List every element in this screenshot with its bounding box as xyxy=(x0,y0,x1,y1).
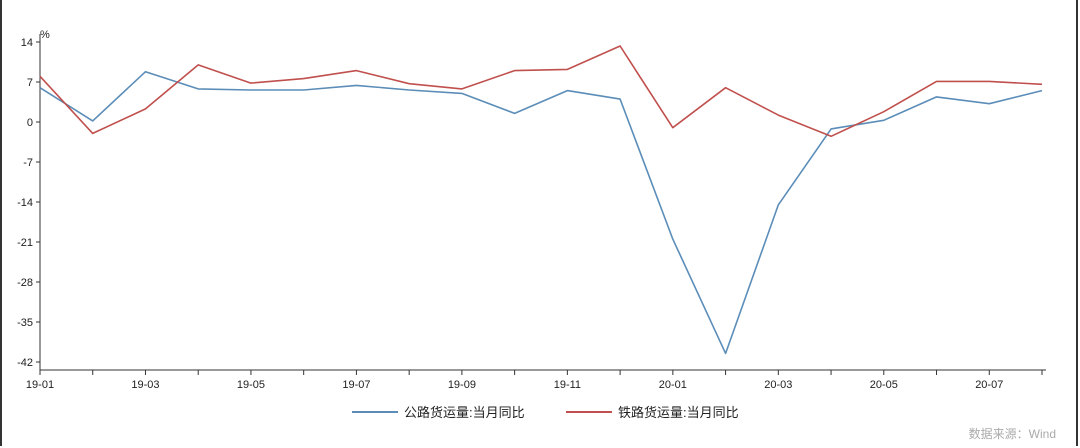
y-tick-label: 7 xyxy=(27,77,33,89)
y-tick-label: -35 xyxy=(17,317,33,329)
series-line-1 xyxy=(39,70,1043,355)
legend-swatch-series-1 xyxy=(352,410,398,413)
y-tick-label: -42 xyxy=(17,357,33,369)
line-chart: 14 7 0 -7 -14 -21 -28 -35 -42 19-01 19-03 19-05 19-0… xyxy=(17,29,1046,391)
x-tick-label: 19-01 xyxy=(26,379,54,391)
y-tick-label: -21 xyxy=(17,237,33,249)
series-lines xyxy=(39,45,1043,355)
legend-swatch-series-2 xyxy=(566,410,612,413)
legend-label-series-1: 公路货运量:当月同比 xyxy=(404,405,525,420)
y-tick-label: -7 xyxy=(23,157,33,169)
data-source-note: 数据来源：Wind xyxy=(968,427,1056,441)
x-tick-label: 19-09 xyxy=(448,379,476,391)
y-tick-label: 14 xyxy=(21,37,33,49)
y-tick-label: -28 xyxy=(17,277,33,289)
tick-labels: 14 7 0 -7 -14 -21 -28 -35 -42 19-01 19-03 19-05 19-0… xyxy=(17,37,1003,391)
x-tick-label: 19-11 xyxy=(554,379,581,391)
y-tick-label: -14 xyxy=(17,197,33,209)
x-tick-label: 19-03 xyxy=(131,379,159,391)
legend-item-series-1: 公路货运量:当月同比 xyxy=(352,402,525,421)
y-axis-label: % xyxy=(40,29,50,41)
x-tick-label: 19-07 xyxy=(342,379,370,391)
x-tick-label: 20-03 xyxy=(764,379,792,391)
axes xyxy=(36,34,1046,375)
x-tick-label: 20-05 xyxy=(870,379,898,391)
legend-item-series-2: 铁路货运量:当月同比 xyxy=(566,402,739,421)
legend-label-series-2: 铁路货运量:当月同比 xyxy=(618,405,739,420)
y-tick-label: 0 xyxy=(27,117,33,129)
series-line-2 xyxy=(39,45,1043,138)
x-tick-label: 20-01 xyxy=(659,379,687,391)
x-tick-label: 20-07 xyxy=(975,379,1003,391)
legend: 公路货运量:当月同比 铁路货运量:当月同比 xyxy=(0,402,1080,422)
x-tick-label: 19-05 xyxy=(237,379,265,391)
